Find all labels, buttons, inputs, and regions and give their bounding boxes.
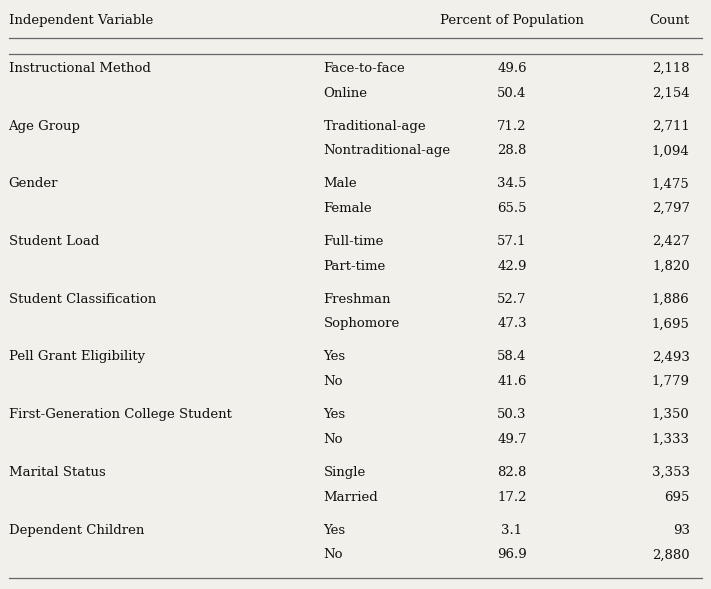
- Text: 2,880: 2,880: [652, 548, 690, 561]
- Text: 2,797: 2,797: [652, 202, 690, 215]
- Text: 695: 695: [664, 491, 690, 504]
- Text: 93: 93: [673, 524, 690, 537]
- Text: Nontraditional-age: Nontraditional-age: [324, 144, 451, 157]
- Text: 2,493: 2,493: [652, 350, 690, 363]
- Text: 82.8: 82.8: [497, 466, 527, 479]
- Text: 49.6: 49.6: [497, 62, 527, 75]
- Text: 1,094: 1,094: [652, 144, 690, 157]
- Text: 3.1: 3.1: [501, 524, 523, 537]
- Text: 1,350: 1,350: [652, 408, 690, 421]
- Text: No: No: [324, 548, 343, 561]
- Text: 1,695: 1,695: [652, 317, 690, 330]
- Text: First-Generation College Student: First-Generation College Student: [9, 408, 231, 421]
- Text: 1,333: 1,333: [652, 433, 690, 446]
- Text: Pell Grant Eligibility: Pell Grant Eligibility: [9, 350, 144, 363]
- Text: Yes: Yes: [324, 524, 346, 537]
- Text: 42.9: 42.9: [497, 260, 527, 273]
- Text: Count: Count: [649, 14, 690, 27]
- Text: 49.7: 49.7: [497, 433, 527, 446]
- Text: 41.6: 41.6: [497, 375, 527, 388]
- Text: 2,154: 2,154: [652, 87, 690, 100]
- Text: Gender: Gender: [9, 177, 58, 190]
- Text: Female: Female: [324, 202, 372, 215]
- Text: 2,427: 2,427: [652, 235, 690, 248]
- Text: 47.3: 47.3: [497, 317, 527, 330]
- Text: 58.4: 58.4: [497, 350, 527, 363]
- Text: 65.5: 65.5: [497, 202, 527, 215]
- Text: Married: Married: [324, 491, 378, 504]
- Text: 52.7: 52.7: [497, 293, 527, 306]
- Text: Age Group: Age Group: [9, 120, 80, 133]
- Text: 3,353: 3,353: [652, 466, 690, 479]
- Text: Yes: Yes: [324, 350, 346, 363]
- Text: Student Classification: Student Classification: [9, 293, 156, 306]
- Text: 2,118: 2,118: [652, 62, 690, 75]
- Text: 1,820: 1,820: [652, 260, 690, 273]
- Text: Student Load: Student Load: [9, 235, 99, 248]
- Text: 96.9: 96.9: [497, 548, 527, 561]
- Text: 17.2: 17.2: [497, 491, 527, 504]
- Text: 28.8: 28.8: [497, 144, 527, 157]
- Text: Yes: Yes: [324, 408, 346, 421]
- Text: 1,779: 1,779: [652, 375, 690, 388]
- Text: 1,475: 1,475: [652, 177, 690, 190]
- Text: 1,886: 1,886: [652, 293, 690, 306]
- Text: Part-time: Part-time: [324, 260, 386, 273]
- Text: No: No: [324, 375, 343, 388]
- Text: Marital Status: Marital Status: [9, 466, 105, 479]
- Text: 34.5: 34.5: [497, 177, 527, 190]
- Text: Instructional Method: Instructional Method: [9, 62, 151, 75]
- Text: 50.4: 50.4: [497, 87, 527, 100]
- Text: Independent Variable: Independent Variable: [9, 14, 153, 27]
- Text: Online: Online: [324, 87, 368, 100]
- Text: Sophomore: Sophomore: [324, 317, 400, 330]
- Text: Full-time: Full-time: [324, 235, 384, 248]
- Text: 50.3: 50.3: [497, 408, 527, 421]
- Text: Dependent Children: Dependent Children: [9, 524, 144, 537]
- Text: 2,711: 2,711: [652, 120, 690, 133]
- Text: Male: Male: [324, 177, 357, 190]
- Text: Percent of Population: Percent of Population: [440, 14, 584, 27]
- Text: 71.2: 71.2: [497, 120, 527, 133]
- Text: No: No: [324, 433, 343, 446]
- Text: Face-to-face: Face-to-face: [324, 62, 405, 75]
- Text: Freshman: Freshman: [324, 293, 391, 306]
- Text: Traditional-age: Traditional-age: [324, 120, 426, 133]
- Text: Single: Single: [324, 466, 365, 479]
- Text: 57.1: 57.1: [497, 235, 527, 248]
